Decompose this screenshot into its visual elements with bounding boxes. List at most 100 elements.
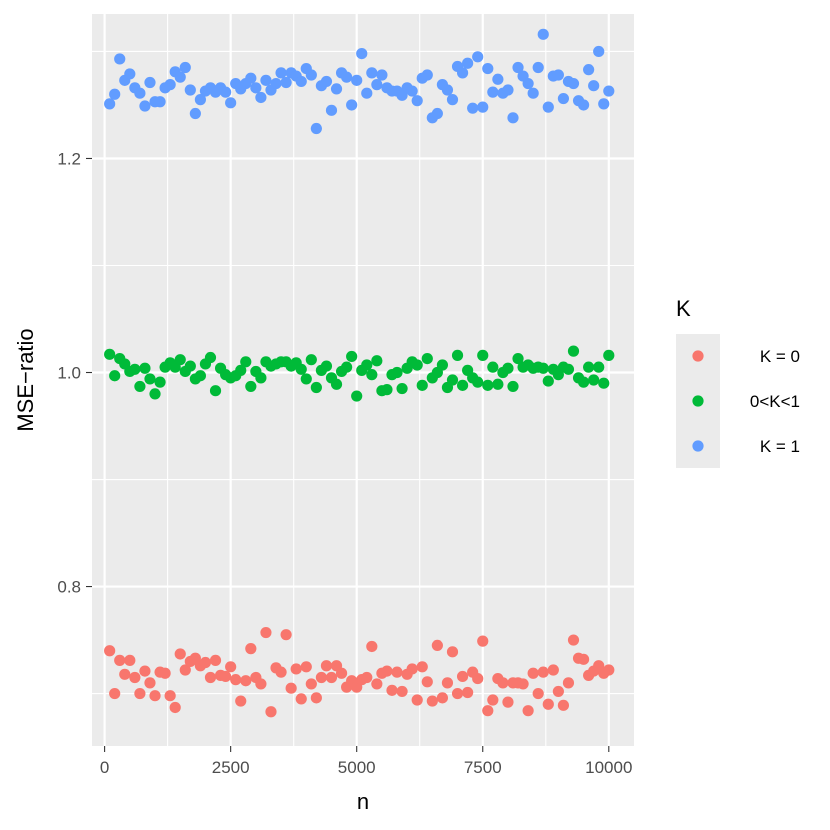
data-point-series-3 [250,82,262,94]
data-point-series-1 [446,646,459,658]
data-point-series-2 [154,376,166,388]
data-point-series-2 [109,370,121,382]
data-point-series-1 [174,648,186,660]
y-tick-label: 0.8 [57,578,81,597]
data-point-series-2 [598,377,610,389]
data-point-series-2 [134,380,146,393]
data-point-series-1 [487,694,499,706]
data-point-series-3 [109,88,121,100]
data-point-series-2 [577,376,590,388]
data-point-series-1 [275,666,287,678]
data-point-series-1 [416,661,428,673]
data-point-series-2 [381,384,393,396]
data-point-series-2 [361,359,373,371]
data-point-series-3 [351,74,363,86]
data-point-series-1 [603,664,615,676]
data-point-series-1 [305,678,317,690]
data-point-series-3 [482,62,494,75]
data-point-series-1 [522,705,534,717]
data-point-series-1 [411,694,423,706]
legend-key-series-3 [692,440,704,452]
data-point-series-2 [416,379,428,391]
legend-label-series-1: K = 0 [760,347,800,366]
x-tick-label: 10000 [585,758,632,777]
data-point-series-2 [593,361,605,373]
data-point-series-1 [300,661,312,673]
data-point-series-1 [245,643,257,655]
data-point-series-1 [124,654,136,666]
data-point-series-1 [552,685,564,698]
data-point-series-2 [346,350,358,363]
data-point-series-3 [139,100,151,112]
data-point-series-2 [194,370,206,382]
data-point-series-3 [492,73,504,85]
data-point-series-1 [149,690,161,702]
data-point-series-2 [456,379,469,391]
data-point-series-1 [577,653,590,665]
data-point-series-2 [240,356,252,368]
legend-title: K [676,296,691,321]
data-point-series-3 [346,99,358,111]
legend-key-series-2 [692,395,704,407]
y-tick-label: 1.2 [57,149,81,168]
data-point-series-2 [542,375,554,387]
data-point-series-3 [567,77,580,90]
data-point-series-3 [588,80,600,92]
legend: K K = 0 0<K<1 K = 1 [676,296,800,468]
data-point-series-1 [497,677,509,689]
data-point-series-2 [411,359,423,371]
data-point-series-2 [129,363,141,375]
data-point-series-2 [371,355,383,367]
data-point-series-2 [567,345,580,357]
data-point-series-3 [441,84,454,96]
data-point-series-3 [512,61,524,74]
data-point-series-1 [456,670,469,683]
data-point-series-1 [391,666,403,678]
data-point-series-3 [104,98,116,110]
data-point-series-3 [134,87,146,99]
data-point-series-3 [154,96,166,108]
data-point-series-2 [295,363,307,375]
data-point-series-1 [426,695,438,707]
data-point-series-1 [235,695,247,707]
data-point-series-1 [406,663,418,675]
data-point-series-1 [285,682,297,694]
data-point-series-3 [446,94,459,106]
data-point-series-2 [507,380,519,393]
data-point-series-2 [351,390,363,402]
data-point-series-3 [456,67,469,79]
legend-label-series-3: K = 1 [760,437,800,456]
data-point-series-1 [320,660,333,672]
data-point-series-2 [603,349,615,361]
data-point-series-1 [260,626,272,639]
data-point-series-3 [270,77,282,90]
data-point-series-3 [431,107,443,120]
data-point-series-3 [421,69,433,81]
data-point-series-2 [341,361,353,373]
data-point-series-2 [472,376,484,388]
data-point-series-3 [325,104,338,116]
data-point-series-1 [280,629,292,641]
data-point-series-2 [482,379,494,391]
data-point-series-1 [240,675,252,687]
data-point-series-1 [325,671,338,684]
data-point-series-1 [567,634,580,646]
data-point-series-2 [477,349,489,361]
data-point-series-2 [421,352,433,365]
data-point-series-3 [557,92,570,105]
data-point-series-1 [472,672,484,685]
data-point-series-1 [527,667,539,679]
data-point-series-2 [512,352,524,365]
legend-label-series-2: 0<K<1 [750,392,800,411]
data-point-series-2 [184,360,196,372]
data-point-series-1 [502,696,514,708]
data-point-series-1 [371,678,383,690]
data-point-series-1 [220,670,232,683]
y-axis-title: MSE−ratio [13,328,38,431]
x-tick-label: 0 [100,758,109,777]
data-point-series-3 [260,74,272,86]
data-point-series-3 [245,72,257,84]
data-points [104,28,615,718]
data-point-series-3 [598,98,610,110]
data-point-series-1 [335,667,348,679]
